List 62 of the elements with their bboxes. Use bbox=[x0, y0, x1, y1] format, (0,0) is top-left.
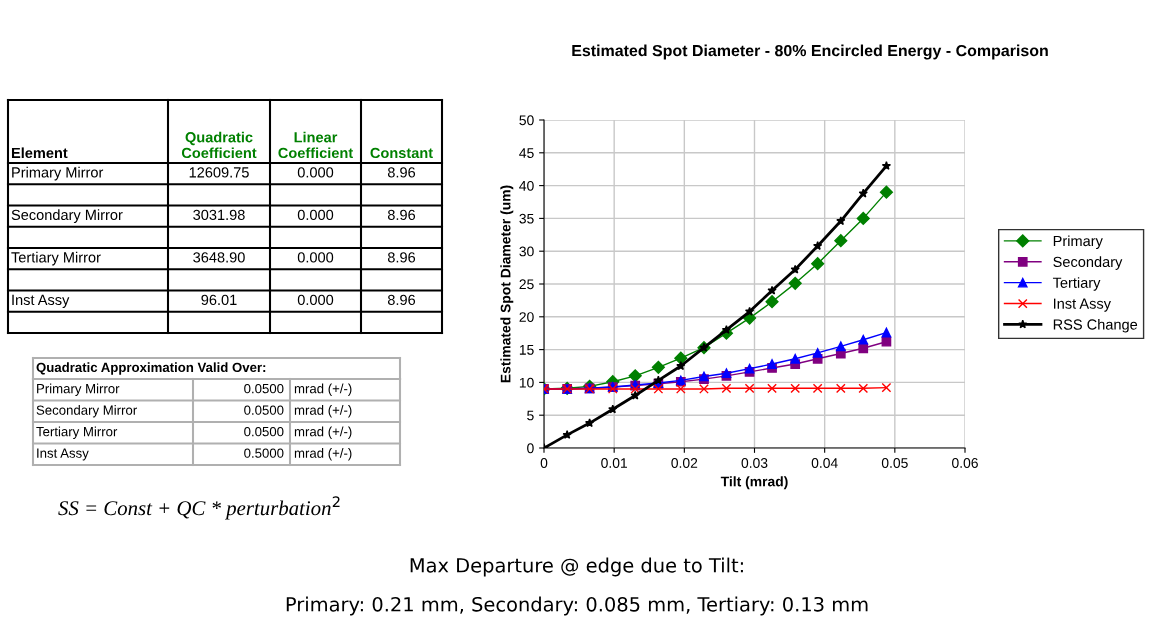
y-tick-label: 40 bbox=[519, 180, 534, 191]
text: 8.96 bbox=[387, 167, 416, 178]
category-label: Quadratic Coefficient bbox=[181, 131, 257, 159]
text: 0.0500 bbox=[244, 383, 284, 394]
text: Primary Mirror bbox=[37, 383, 120, 396]
text: 0.0500 bbox=[244, 405, 284, 415]
text: mrad (+/-) bbox=[294, 448, 352, 461]
x-tick-label: 0.05 bbox=[881, 458, 908, 468]
text: 96.01 bbox=[201, 294, 237, 306]
y-tick-label: 0 bbox=[527, 443, 534, 454]
y-tick-label: 15 bbox=[519, 345, 534, 355]
text: mrad (+/-) bbox=[294, 405, 352, 418]
y-tick-label: 10 bbox=[519, 377, 534, 388]
text: Inst Assy bbox=[12, 294, 70, 308]
text: 12609.75 bbox=[189, 167, 249, 178]
text: Primary: 0.21 mm, Secondary: 0.085 mm, Tertiary: 0.13 mm bbox=[286, 596, 868, 616]
x-axis-title: Tilt (mrad) bbox=[720, 476, 788, 490]
text: 8.96 bbox=[387, 294, 416, 306]
text: Secondary Mirror bbox=[11, 209, 123, 223]
text: 3031.98 bbox=[193, 209, 245, 221]
y-tick-label: 45 bbox=[519, 148, 534, 158]
y-axis-title: Estimated Spot Diameter (um) bbox=[500, 185, 514, 383]
category-label: Linear Coefficient bbox=[278, 131, 353, 159]
x-tick-label: 0.02 bbox=[671, 458, 698, 468]
y-tick-label: 5 bbox=[527, 410, 534, 421]
text: 0.000 bbox=[297, 294, 334, 306]
text: 0.5000 bbox=[244, 448, 284, 458]
text: Max Departure @ edge due to Tilt: bbox=[410, 557, 743, 577]
text: Tertiary Mirror bbox=[11, 251, 101, 266]
legend-label: Primary bbox=[1053, 235, 1103, 250]
category-label: Element bbox=[11, 147, 68, 159]
y-tick-label: 25 bbox=[519, 279, 534, 290]
text: Primary Mirror bbox=[12, 166, 104, 181]
text: mrad (+/-) bbox=[294, 383, 352, 396]
category-label: Constant bbox=[370, 147, 433, 159]
text: 0.000 bbox=[297, 209, 334, 221]
text: 3648.90 bbox=[193, 252, 245, 263]
x-tick-label: 0.03 bbox=[741, 458, 768, 468]
y-tick-label: 35 bbox=[519, 213, 534, 224]
text: 8.96 bbox=[387, 252, 416, 263]
text: 0.000 bbox=[297, 252, 334, 263]
legend-label: Inst Assy bbox=[1053, 298, 1111, 312]
x-tick-label: 0 bbox=[540, 458, 548, 468]
text: mrad (+/-) bbox=[294, 426, 352, 439]
text: Quadratic Approximation Valid Over: bbox=[36, 362, 266, 375]
x-tick-label: 0.01 bbox=[601, 458, 628, 468]
text: Tertiary Mirror bbox=[36, 426, 118, 439]
chart-title: Estimated Spot Diameter - 80% Encircled Energy - Comparison bbox=[572, 44, 1048, 60]
legend-label: Secondary bbox=[1053, 256, 1123, 270]
y-tick-label: 30 bbox=[519, 246, 534, 257]
legend-label: Tertiary bbox=[1052, 277, 1101, 291]
text: Inst Assy bbox=[37, 448, 89, 461]
text: Secondary Mirror bbox=[36, 405, 137, 418]
x-tick-label: 0.04 bbox=[811, 458, 838, 468]
x-tick-label: 0.06 bbox=[952, 458, 978, 468]
text: 0.000 bbox=[297, 167, 334, 178]
y-tick-label: 50 bbox=[519, 115, 534, 126]
legend-label: RSS Change bbox=[1053, 318, 1138, 333]
y-tick-label: 20 bbox=[519, 312, 534, 322]
text: 0.0500 bbox=[244, 426, 284, 437]
text: 8.96 bbox=[387, 209, 416, 221]
text: SS = Const + QC * perturbation$^{2}$ bbox=[58, 496, 340, 520]
